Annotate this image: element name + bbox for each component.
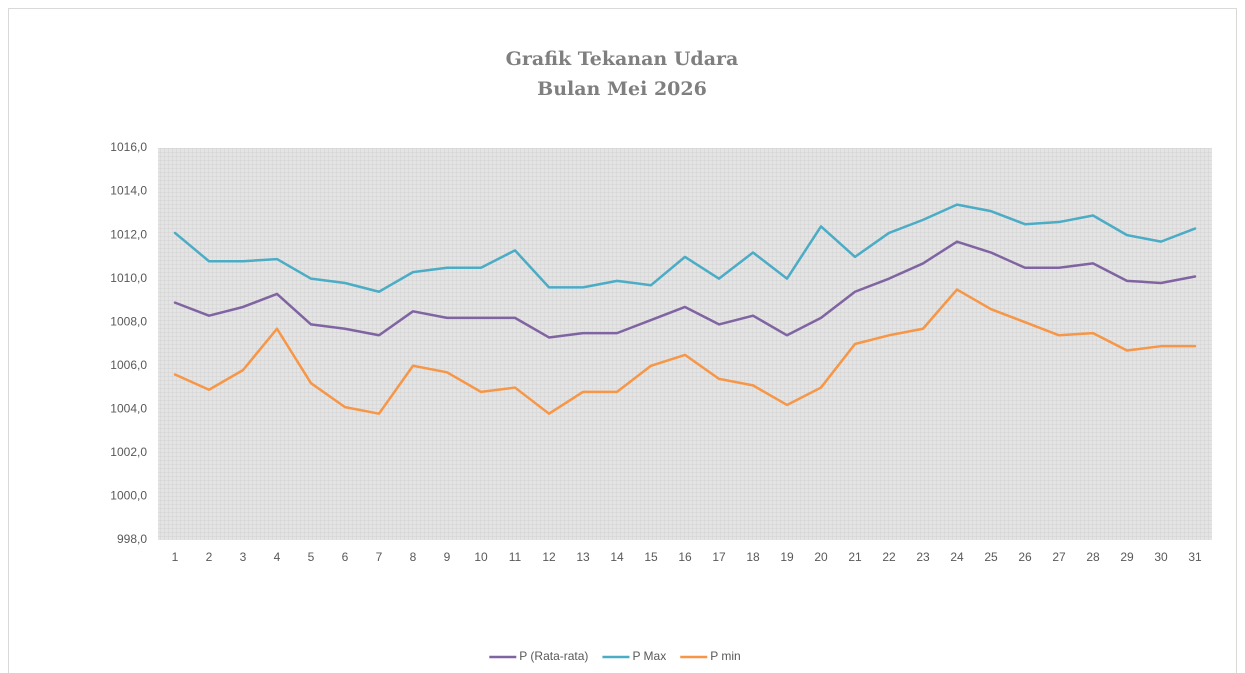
x-tick-label: 22 bbox=[882, 550, 896, 564]
series-line bbox=[173, 240, 1197, 339]
y-tick-label: 1002,0 bbox=[110, 445, 147, 459]
y-tick-label: 1012,0 bbox=[110, 227, 147, 241]
x-tick-label: 11 bbox=[509, 550, 522, 564]
plot-area bbox=[158, 148, 1212, 540]
y-tick-label: 1000,0 bbox=[110, 489, 147, 503]
x-tick-label: 28 bbox=[1086, 550, 1100, 564]
x-tick-label: 10 bbox=[474, 550, 488, 564]
x-tick-label: 29 bbox=[1120, 550, 1134, 564]
x-tick-label: 26 bbox=[1018, 550, 1032, 564]
x-tick-label: 25 bbox=[984, 550, 998, 564]
x-tick-label: 16 bbox=[678, 550, 692, 564]
legend-label: P (Rata-rata) bbox=[519, 649, 588, 663]
x-tick-label: 21 bbox=[848, 550, 862, 564]
x-tick-label: 17 bbox=[712, 550, 726, 564]
x-tick-label: 14 bbox=[610, 550, 624, 564]
x-tick-label: 7 bbox=[376, 550, 383, 564]
series-line bbox=[173, 288, 1197, 415]
x-tick-label: 27 bbox=[1052, 550, 1066, 564]
y-tick-label: 1016,0 bbox=[110, 140, 147, 154]
y-tick-label: 1010,0 bbox=[110, 271, 147, 285]
x-tick-label: 19 bbox=[780, 550, 794, 564]
x-tick-label: 23 bbox=[916, 550, 930, 564]
x-tick-label: 20 bbox=[814, 550, 828, 564]
y-tick-label: 1014,0 bbox=[110, 184, 147, 198]
x-tick-label: 6 bbox=[342, 550, 349, 564]
x-tick-label: 8 bbox=[410, 550, 417, 564]
x-tick-label: 2 bbox=[206, 550, 213, 564]
legend-label: P Max bbox=[632, 649, 666, 663]
x-tick-label: 1 bbox=[172, 550, 179, 564]
chart-title: Grafik Tekanan Udara bbox=[506, 48, 739, 70]
y-tick-label: 1008,0 bbox=[110, 314, 147, 328]
x-tick-label: 18 bbox=[746, 550, 760, 564]
y-tick-label: 1004,0 bbox=[110, 402, 147, 416]
x-tick-label: 24 bbox=[950, 550, 964, 564]
x-tick-label: 5 bbox=[308, 550, 315, 564]
x-tick-label: 15 bbox=[644, 550, 658, 564]
x-tick-label: 31 bbox=[1188, 550, 1202, 564]
y-tick-label: 1006,0 bbox=[110, 358, 147, 372]
x-tick-label: 12 bbox=[542, 550, 556, 564]
x-tick-label: 30 bbox=[1154, 550, 1168, 564]
x-tick-label: 13 bbox=[576, 550, 590, 564]
y-tick-label: 998,0 bbox=[117, 532, 147, 546]
x-tick-label: 9 bbox=[444, 550, 451, 564]
x-tick-label: 3 bbox=[240, 550, 247, 564]
series-line bbox=[173, 203, 1197, 293]
x-tick-label: 4 bbox=[274, 550, 281, 564]
legend-label: P min bbox=[710, 649, 740, 663]
chart-subtitle: Bulan Mei 2026 bbox=[537, 78, 707, 100]
